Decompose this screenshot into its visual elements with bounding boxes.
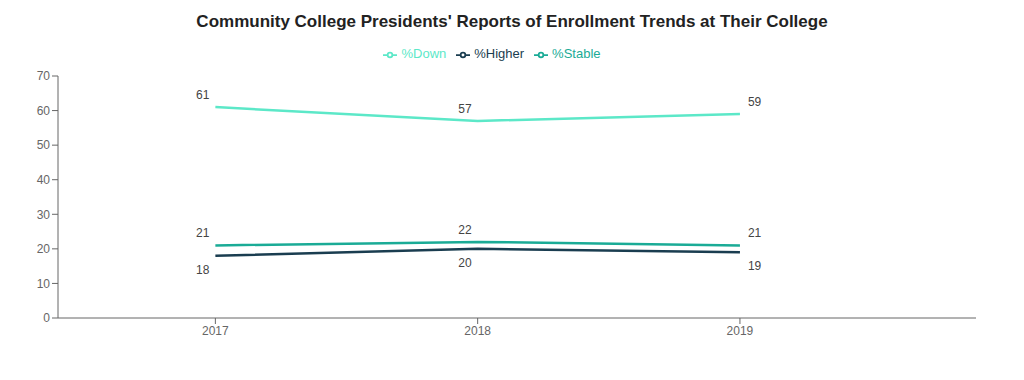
html-text:%Higher: %Higher xyxy=(474,46,525,61)
svg-text:19: 19 xyxy=(748,259,762,273)
svg-text:2019: 2019 xyxy=(727,324,754,338)
svg-text:30: 30 xyxy=(37,208,51,222)
svg-text:18: 18 xyxy=(196,263,210,277)
html-text:%Stable: %Stable xyxy=(552,46,601,61)
html-text:Community College Presidents': Community College Presidents' Reports of… xyxy=(196,12,828,31)
svg-text:21: 21 xyxy=(748,226,762,240)
svg-text:50: 50 xyxy=(37,138,51,152)
svg-text:20: 20 xyxy=(458,256,472,270)
svg-text:57: 57 xyxy=(458,102,472,116)
html-text:%Down: %Down xyxy=(401,46,447,61)
svg-text:59: 59 xyxy=(748,95,762,109)
svg-text:22: 22 xyxy=(458,223,472,237)
svg-text:61: 61 xyxy=(196,88,210,102)
svg-text:60: 60 xyxy=(37,104,51,118)
svg-text:20: 20 xyxy=(37,242,51,256)
svg-text:21: 21 xyxy=(196,226,210,240)
svg-text:10: 10 xyxy=(37,277,51,291)
svg-text:0: 0 xyxy=(43,311,50,325)
svg-text:2018: 2018 xyxy=(464,324,491,338)
svg-text:2017: 2017 xyxy=(202,324,229,338)
svg-text:70: 70 xyxy=(37,69,51,83)
svg-text:40: 40 xyxy=(37,173,51,187)
